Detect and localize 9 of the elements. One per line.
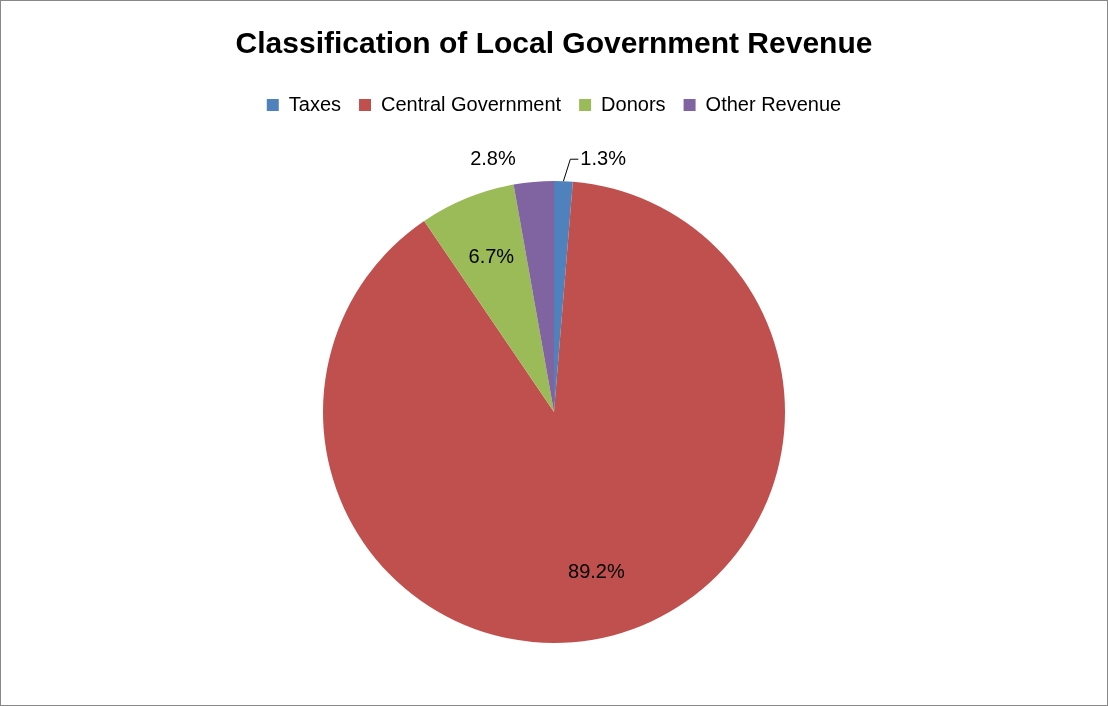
chart-title: Classification of Local Government Revenue [235,26,873,60]
legend-label: Donors [601,92,666,115]
legend-label: Other Revenue [705,92,842,115]
data-label: 2.8% [470,147,516,170]
data-label: 6.7% [468,245,515,268]
data-label: 1.3% [580,146,627,169]
legend-label: Taxes [288,92,342,115]
legend-label: Central Government [381,92,562,115]
data-label: 89.2% [568,560,625,583]
